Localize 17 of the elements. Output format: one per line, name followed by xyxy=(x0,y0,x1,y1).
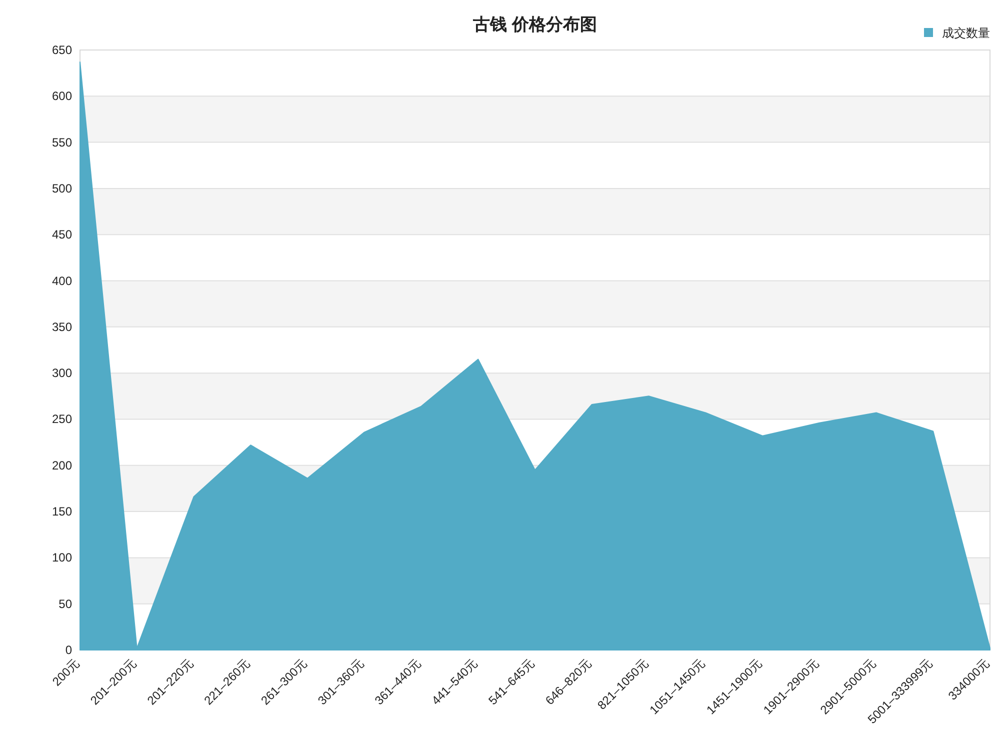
y-tick-label: 500 xyxy=(52,181,72,196)
y-tick-label: 450 xyxy=(52,228,72,242)
y-tick-label: 100 xyxy=(52,550,72,565)
y-tick-label: 50 xyxy=(58,596,72,611)
y-tick-label: 600 xyxy=(52,89,72,104)
y-tick-label: 650 xyxy=(52,43,72,57)
y-tick-label: 200 xyxy=(52,458,72,472)
legend-label: 成交数量 xyxy=(942,26,990,40)
y-tick-label: 350 xyxy=(52,320,72,334)
chart-title: 古钱 价格分布图 xyxy=(472,15,597,34)
y-tick-label: 250 xyxy=(52,412,72,426)
x-tick-label: 200元 xyxy=(50,656,82,689)
y-tick-label: 550 xyxy=(52,135,72,150)
y-tick-label: 400 xyxy=(52,274,72,288)
y-tick-label: 0 xyxy=(65,643,72,657)
y-tick-label: 300 xyxy=(52,366,72,380)
y-tick-label: 150 xyxy=(52,504,72,519)
